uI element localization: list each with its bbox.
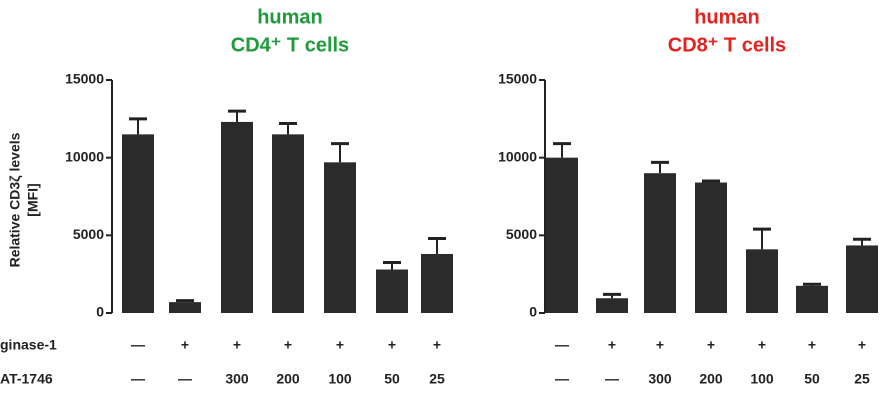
y-tick-label: 5000 (73, 226, 104, 242)
bar (644, 173, 676, 313)
x-tick-label: 200 (276, 371, 300, 387)
row-label: ginase-1 (0, 337, 57, 353)
x-tick-label: + (388, 337, 396, 353)
bar (122, 134, 154, 313)
y-tick-label: 0 (96, 304, 104, 320)
chart-subtitle: CD8⁺ T cells (668, 34, 786, 56)
bar (272, 134, 304, 313)
row-label: AT-1746 (0, 371, 53, 387)
y-axis-label: [MFI] (25, 183, 41, 216)
bar (695, 182, 727, 313)
x-tick-label: + (608, 337, 616, 353)
x-tick-label: + (656, 337, 664, 353)
y-tick-label: 0 (529, 304, 537, 320)
x-tick-label: — (131, 337, 145, 353)
bar (376, 269, 408, 313)
chart-title: human (257, 6, 323, 28)
chart-title: human (694, 6, 760, 28)
x-tick-label: — (178, 371, 192, 387)
x-tick-label: — (131, 371, 145, 387)
x-tick-label: + (808, 337, 816, 353)
bar (221, 121, 253, 313)
x-tick-label: — (605, 371, 619, 387)
x-tick-label: + (707, 337, 715, 353)
y-tick-label: 10000 (498, 148, 537, 164)
x-tick-label: 25 (854, 371, 870, 387)
x-tick-label: 25 (429, 371, 445, 387)
y-tick-label: 5000 (506, 226, 537, 242)
bar (546, 157, 578, 313)
bar (796, 285, 828, 313)
x-tick-label: 300 (225, 371, 249, 387)
x-tick-label: 100 (328, 371, 352, 387)
x-tick-label: + (433, 337, 441, 353)
x-tick-label: — (555, 371, 569, 387)
bar (746, 249, 778, 313)
y-tick-label: 15000 (498, 71, 537, 87)
chart-subtitle: CD4⁺ T cells (231, 34, 349, 56)
x-tick-label: 100 (750, 371, 774, 387)
y-tick-label: 15000 (65, 71, 104, 87)
y-tick-label: 10000 (65, 148, 104, 164)
x-tick-label: + (858, 337, 866, 353)
x-tick-label: 50 (804, 371, 820, 387)
bar (421, 253, 453, 313)
x-tick-label: + (233, 337, 241, 353)
x-tick-label: + (336, 337, 344, 353)
x-tick-label: + (284, 337, 292, 353)
x-tick-label: 200 (699, 371, 723, 387)
bar (169, 302, 201, 313)
x-tick-label: — (555, 337, 569, 353)
bar (596, 298, 628, 313)
bar (846, 245, 878, 313)
x-tick-label: 300 (648, 371, 672, 387)
x-tick-label: 50 (384, 371, 400, 387)
x-tick-label: + (758, 337, 766, 353)
bar (324, 162, 356, 313)
x-tick-label: + (181, 337, 189, 353)
y-axis-label: Relative CD3ζ levels (7, 132, 23, 267)
